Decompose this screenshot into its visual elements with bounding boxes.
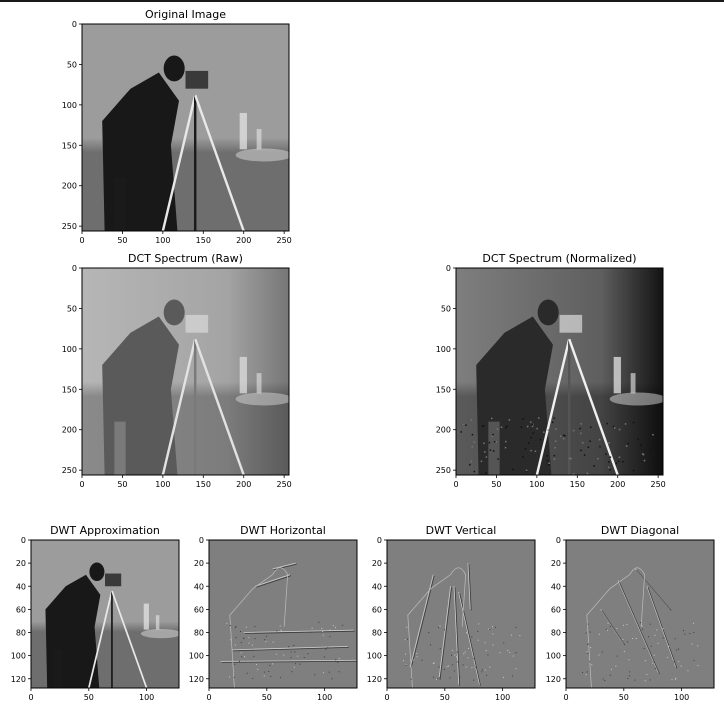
image-noise: [610, 675, 611, 676]
image-noise: [587, 653, 588, 654]
image-noise: [604, 680, 605, 681]
image-noise: [650, 624, 651, 625]
image-noise: [588, 624, 589, 625]
y-tick-label: 120: [546, 675, 561, 684]
image-noise: [642, 625, 643, 626]
image-noise: [697, 645, 698, 646]
image-noise: [655, 635, 656, 636]
image-noise: [587, 671, 588, 672]
image-noise: [629, 671, 630, 672]
image-noise: [627, 641, 628, 642]
image-noise: [629, 659, 630, 660]
y-tick-label: 100: [546, 652, 561, 661]
image-noise: [676, 649, 677, 650]
image-noise: [616, 628, 617, 629]
image-noise: [588, 643, 589, 644]
image-noise: [689, 633, 690, 634]
image-noise: [587, 651, 588, 652]
image-noise: [693, 632, 694, 633]
image-noise: [642, 629, 643, 630]
image-noise: [622, 639, 623, 640]
image-noise: [582, 672, 583, 673]
image-noise: [693, 623, 694, 624]
image-noise: [599, 634, 600, 635]
image-noise: [652, 663, 653, 664]
image-noise: [602, 651, 603, 652]
image-noise: [591, 664, 592, 665]
image-noise: [644, 648, 645, 649]
image-noise: [590, 632, 591, 633]
image-noise: [675, 638, 676, 639]
image-noise: [645, 660, 646, 661]
y-tick-label: 40: [551, 582, 561, 591]
image-noise: [610, 626, 611, 627]
y-tick-label: 80: [551, 629, 561, 638]
image-noise: [663, 637, 664, 638]
image-noise: [615, 665, 616, 666]
image-noise: [634, 680, 635, 681]
x-tick-label: 0: [563, 693, 568, 702]
image-noise: [651, 646, 652, 647]
image-noise: [617, 656, 618, 657]
y-tick-label: 60: [551, 605, 561, 614]
image-noise: [626, 624, 627, 625]
image-noise: [629, 675, 630, 676]
image-noise: [683, 630, 684, 631]
image-noise: [655, 668, 656, 669]
image-noise: [675, 679, 676, 680]
image-noise: [648, 636, 649, 637]
image-noise: [698, 665, 699, 666]
image-noise: [687, 670, 688, 671]
image-noise: [623, 625, 624, 626]
image-noise: [667, 657, 668, 658]
image-noise: [672, 679, 673, 680]
image-noise: [650, 679, 651, 680]
y-tick-label: 0: [556, 536, 561, 545]
image-noise: [674, 661, 675, 662]
y-tick-label: 20: [551, 559, 561, 568]
image-noise: [654, 655, 655, 656]
image-noise: [645, 680, 646, 681]
image-noise: [606, 629, 607, 630]
image-noise: [608, 623, 609, 624]
x-tick-label: 50: [619, 693, 629, 702]
image-noise: [636, 638, 637, 639]
image-noise: [611, 669, 612, 670]
image-noise: [678, 661, 679, 662]
image-noise: [663, 628, 664, 629]
image-noise: [590, 647, 591, 648]
image-noise: [586, 674, 587, 675]
image-noise: [599, 655, 600, 656]
image-noise: [646, 674, 647, 675]
image-noise: [640, 622, 641, 623]
image-noise: [681, 666, 682, 667]
image-noise: [678, 649, 679, 650]
image-noise: [589, 661, 590, 662]
image-noise: [658, 643, 659, 644]
image-noise: [684, 634, 685, 635]
image-noise: [656, 629, 657, 630]
image-noise: [675, 678, 676, 679]
image-noise: [632, 638, 633, 639]
image-noise: [624, 651, 625, 652]
image-noise: [603, 678, 604, 679]
image-noise: [668, 646, 669, 647]
image-noise: [654, 662, 655, 663]
image-noise: [691, 644, 692, 645]
image-noise: [627, 678, 628, 679]
x-tick-label: 100: [674, 693, 689, 702]
image-noise: [586, 633, 587, 634]
image-noise: [694, 660, 695, 661]
image-noise: [607, 630, 608, 631]
image-content: [566, 540, 714, 688]
image-noise: [587, 644, 588, 645]
